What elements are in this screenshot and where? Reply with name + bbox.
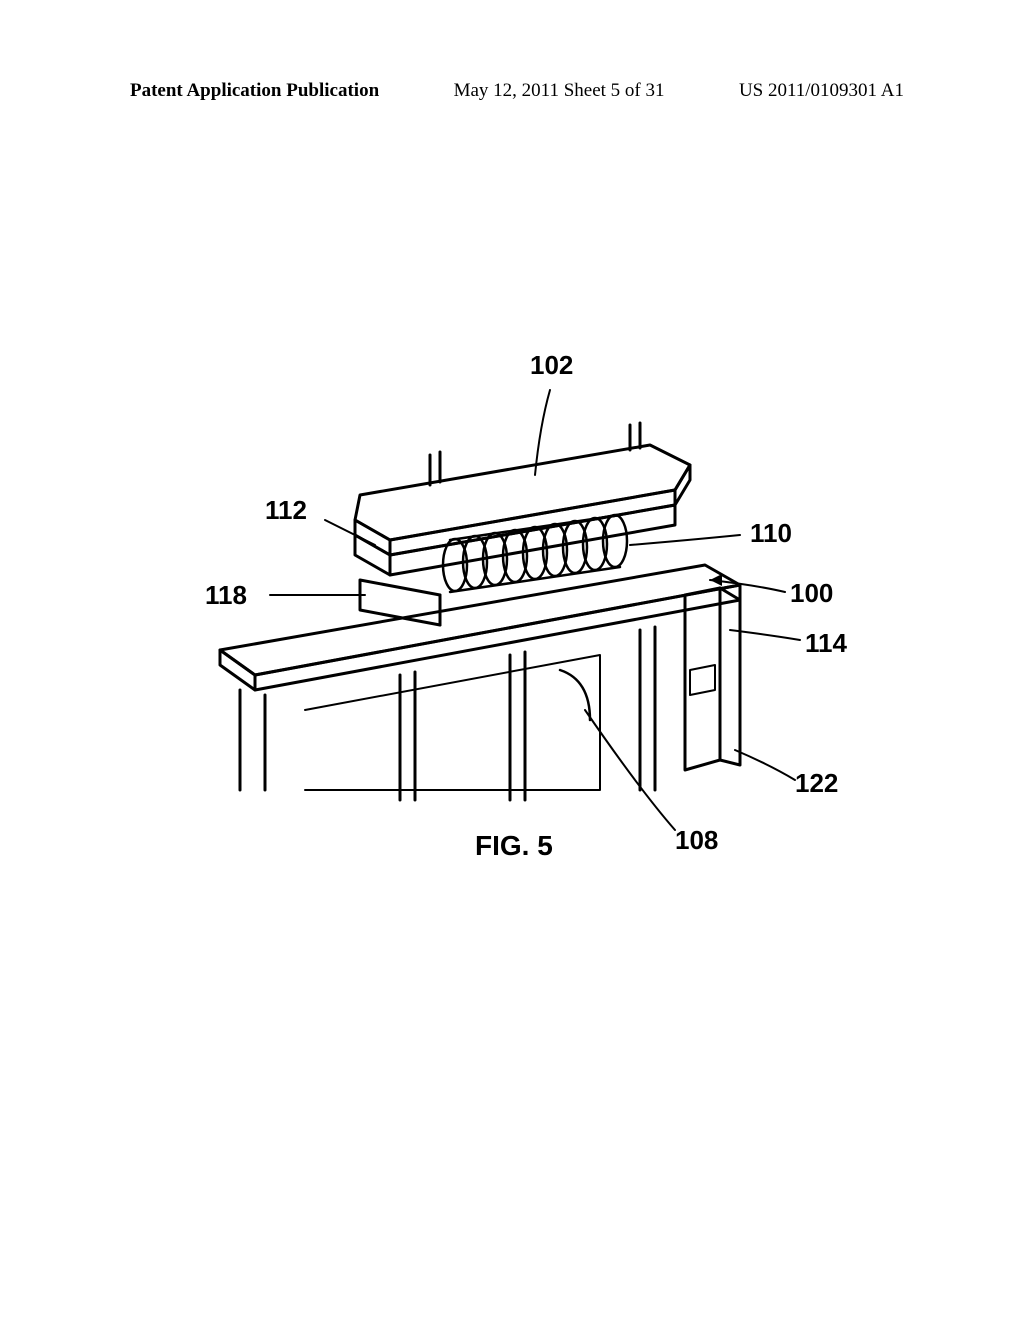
ref-112: 112 <box>265 495 307 526</box>
ref-110: 110 <box>750 518 792 549</box>
header-left: Patent Application Publication <box>130 80 379 102</box>
figure-caption: FIG. 5 <box>475 830 553 862</box>
ref-118: 118 <box>205 580 247 611</box>
figure-5: 102 112 110 118 100 114 122 108 FIG. 5 <box>130 370 890 890</box>
ref-102: 102 <box>530 350 573 381</box>
ref-122: 122 <box>795 768 838 799</box>
page-header: Patent Application Publication May 12, 2… <box>0 80 1024 102</box>
ref-114: 114 <box>805 628 847 659</box>
figure-drawing <box>130 370 890 890</box>
header-center: May 12, 2011 Sheet 5 of 31 <box>454 80 665 102</box>
ref-108: 108 <box>675 825 718 856</box>
ref-100: 100 <box>790 578 833 609</box>
header-right: US 2011/0109301 A1 <box>739 80 904 102</box>
